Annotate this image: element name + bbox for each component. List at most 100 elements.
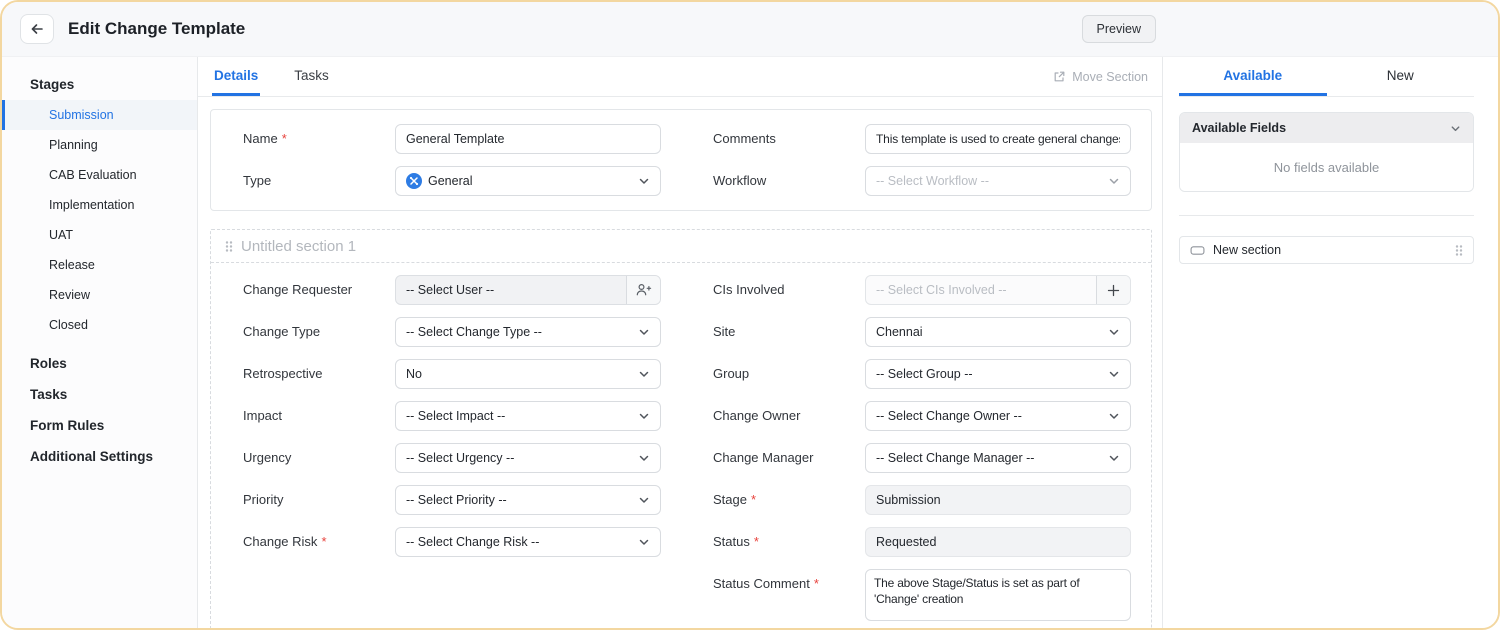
- required-marker: *: [281, 131, 287, 146]
- field-row-change-type: Change Type -- Select Change Type --: [243, 317, 661, 347]
- change-owner-label: Change Owner: [713, 408, 801, 423]
- back-button[interactable]: [20, 14, 54, 44]
- page-header: Edit Change Template Preview: [2, 2, 1498, 57]
- arrow-left-icon: [29, 21, 45, 37]
- panel-divider: [1179, 215, 1474, 216]
- section-title[interactable]: Untitled section 1: [241, 237, 357, 255]
- change-owner-select[interactable]: -- Select Change Owner --: [865, 401, 1131, 431]
- retrospective-select[interactable]: No: [395, 359, 661, 389]
- chevron-down-icon: [1102, 368, 1120, 380]
- required-marker: *: [753, 534, 759, 549]
- chevron-down-icon: [632, 175, 650, 187]
- cis-involved-picker[interactable]: -- Select CIs Involved --: [865, 275, 1131, 305]
- site-label: Site: [713, 324, 736, 339]
- add-user-button[interactable]: [626, 276, 660, 304]
- field-row-group: Group -- Select Group --: [713, 359, 1131, 389]
- sidebar-item-additional-settings[interactable]: Additional Settings: [30, 449, 153, 464]
- tab-tasks[interactable]: Tasks: [294, 67, 329, 83]
- fields-panel: Available New Available Fields No fields…: [1162, 57, 1498, 628]
- workflow-select[interactable]: -- Select Workflow --: [865, 166, 1131, 196]
- retrospective-label: Retrospective: [243, 366, 323, 381]
- impact-select[interactable]: -- Select Impact --: [395, 401, 661, 431]
- tab-available[interactable]: Available: [1179, 57, 1327, 96]
- no-fields-message: No fields available: [1180, 143, 1473, 191]
- comments-label: Comments: [713, 131, 776, 146]
- chevron-down-icon: [632, 452, 650, 464]
- field-row-change-manager: Change Manager -- Select Change Manager …: [713, 443, 1131, 473]
- status-readonly-field: Requested: [865, 527, 1131, 557]
- add-ci-button[interactable]: [1096, 276, 1130, 304]
- sidebar-item-stages[interactable]: Stages: [30, 77, 75, 92]
- field-row-status-comment: Status Comment * The above Stage/Status i…: [713, 569, 1131, 621]
- tab-new[interactable]: New: [1386, 67, 1414, 83]
- chevron-down-icon: [632, 410, 650, 422]
- stage-label: Stage *: [713, 492, 757, 507]
- sidebar-stage-submission[interactable]: Submission: [2, 100, 197, 130]
- priority-select[interactable]: -- Select Priority --: [395, 485, 661, 515]
- form-scroll-area: Name * General Template Type General: [198, 97, 1162, 628]
- chevron-down-icon: [632, 326, 650, 338]
- change-manager-select[interactable]: -- Select Change Manager --: [865, 443, 1131, 473]
- move-section-icon: [1052, 70, 1066, 84]
- field-row-change-owner: Change Owner -- Select Change Owner --: [713, 401, 1131, 431]
- sidebar-stage-uat[interactable]: UAT: [49, 228, 74, 242]
- field-row-priority: Priority -- Select Priority --: [243, 485, 661, 515]
- drag-handle-icon[interactable]: [225, 240, 233, 253]
- name-input[interactable]: General Template: [395, 124, 661, 154]
- untitled-section-header[interactable]: Untitled section 1: [211, 230, 1151, 263]
- field-row-name: Name * General Template: [243, 124, 661, 154]
- cis-involved-label: CIs Involved: [713, 282, 785, 297]
- field-row-workflow: Workflow -- Select Workflow --: [713, 166, 1131, 196]
- workflow-label: Workflow: [713, 173, 767, 188]
- tab-details[interactable]: Details: [212, 57, 261, 96]
- sidebar-item-tasks[interactable]: Tasks: [30, 387, 68, 402]
- sidebar-item-form-rules[interactable]: Form Rules: [30, 418, 105, 433]
- sidebar-stage-planning[interactable]: Planning: [49, 138, 98, 152]
- available-fields-header[interactable]: Available Fields: [1180, 113, 1473, 143]
- field-row-type: Type General: [243, 166, 661, 196]
- sidebar-stage-implementation[interactable]: Implementation: [49, 198, 135, 212]
- sidebar-stage-release[interactable]: Release: [49, 258, 95, 272]
- change-type-icon: [406, 173, 422, 189]
- sidebar-stage-cab-evaluation[interactable]: CAB Evaluation: [49, 168, 137, 182]
- field-row-change-risk: Change Risk * -- Select Change Risk --: [243, 527, 661, 557]
- name-label: Name *: [243, 131, 287, 146]
- site-select[interactable]: Chennai: [865, 317, 1131, 347]
- change-risk-select[interactable]: -- Select Change Risk --: [395, 527, 661, 557]
- change-type-select[interactable]: -- Select Change Type --: [395, 317, 661, 347]
- fields-panel-tab-bar: Available New: [1179, 57, 1474, 97]
- type-select[interactable]: General: [395, 166, 661, 196]
- field-row-cis-involved: CIs Involved -- Select CIs Involved --: [713, 275, 1131, 305]
- required-marker: *: [750, 492, 757, 507]
- change-requester-label: Change Requester: [243, 282, 353, 297]
- field-row-stage: Stage * Submission: [713, 485, 1131, 515]
- preview-button[interactable]: Preview: [1081, 15, 1156, 43]
- new-section-item[interactable]: New section: [1179, 236, 1474, 264]
- field-row-retrospective: Retrospective No: [243, 359, 661, 389]
- section-shape-icon: [1190, 245, 1205, 256]
- chevron-down-icon: [632, 536, 650, 548]
- sidebar-stage-review[interactable]: Review: [49, 288, 90, 302]
- stage-readonly-field: Submission: [865, 485, 1131, 515]
- urgency-select[interactable]: -- Select Urgency --: [395, 443, 661, 473]
- comments-input[interactable]: This template is used to create general …: [865, 124, 1131, 154]
- field-row-site: Site Chennai: [713, 317, 1131, 347]
- required-marker: *: [813, 576, 819, 591]
- main-tab-bar: Details Tasks Move Section: [198, 57, 1162, 97]
- chevron-down-icon: [1444, 123, 1461, 134]
- general-section: Name * General Template Type General: [210, 109, 1152, 211]
- impact-label: Impact: [243, 408, 283, 423]
- status-comment-textarea[interactable]: The above Stage/Status is set as part of…: [865, 569, 1131, 621]
- status-comment-label: Status Comment *: [713, 576, 819, 591]
- drag-handle-icon[interactable]: [1455, 244, 1463, 257]
- move-section-button[interactable]: Move Section: [1052, 57, 1148, 97]
- sidebar-stage-closed[interactable]: Closed: [49, 318, 88, 332]
- priority-label: Priority: [243, 492, 284, 507]
- group-select[interactable]: -- Select Group --: [865, 359, 1131, 389]
- field-row-impact: Impact -- Select Impact --: [243, 401, 661, 431]
- chevron-down-icon: [1102, 410, 1120, 422]
- change-type-label: Change Type: [243, 324, 321, 339]
- change-requester-picker[interactable]: -- Select User --: [395, 275, 661, 305]
- sidebar-item-roles[interactable]: Roles: [30, 356, 67, 371]
